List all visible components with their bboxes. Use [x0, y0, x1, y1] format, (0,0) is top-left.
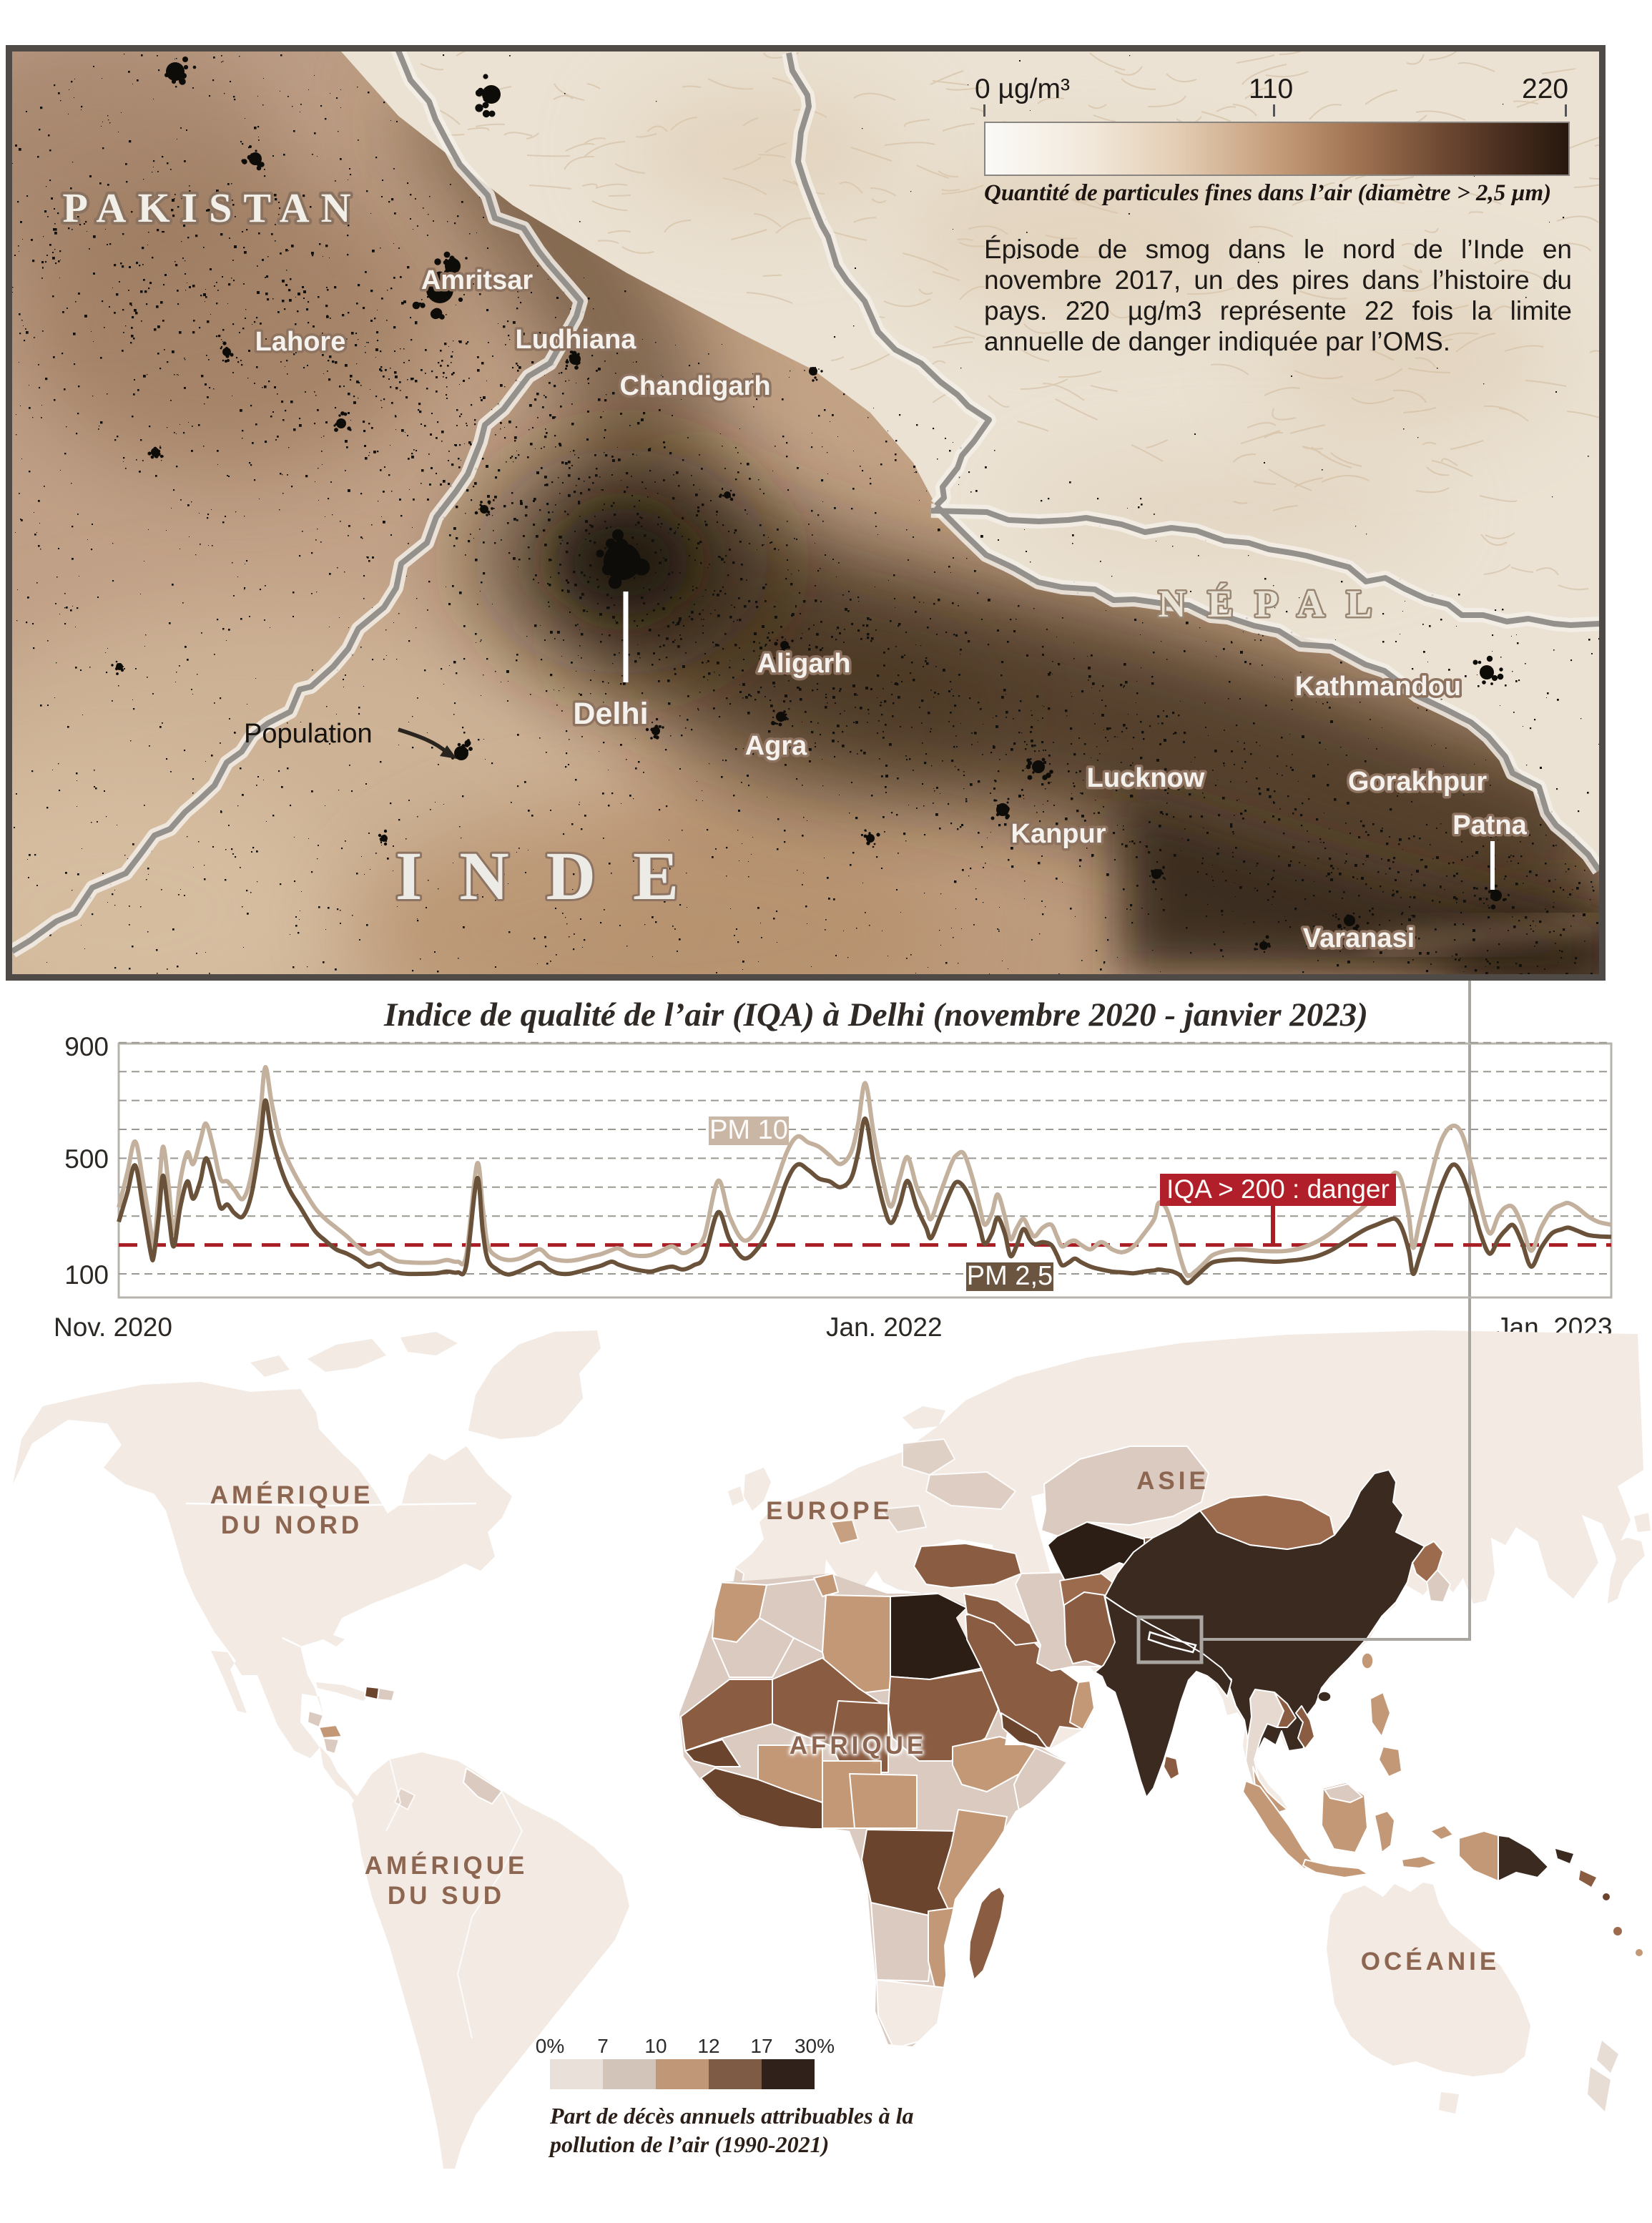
svg-text:Chandigarh: Chandigarh [619, 371, 770, 401]
svg-text:Delhi: Delhi [573, 697, 648, 731]
svg-text:IQA > 200 : danger: IQA > 200 : danger [1166, 1174, 1390, 1204]
svg-text:Kanpur: Kanpur [1011, 819, 1106, 849]
svg-text:Varanasi: Varanasi [1303, 923, 1415, 953]
svg-text:Amritsar: Amritsar [421, 265, 533, 295]
svg-text:NÉPAL: NÉPAL [1158, 582, 1393, 625]
svg-text:Ludhiana: Ludhiana [516, 325, 637, 355]
svg-text:Gorakhpur: Gorakhpur [1348, 767, 1487, 797]
svg-text:PM 2,5: PM 2,5 [967, 1261, 1053, 1291]
svg-text:INDE: INDE [395, 838, 716, 914]
svg-text:Lahore: Lahore [255, 327, 346, 357]
svg-text:Population: Population [244, 719, 373, 749]
svg-text:PM 10: PM 10 [709, 1115, 788, 1145]
svg-text:Agra: Agra [745, 731, 807, 761]
svg-text:Lucknow: Lucknow [1087, 763, 1205, 793]
svg-text:Kathmandou: Kathmandou [1295, 672, 1461, 702]
svg-text:Aligarh: Aligarh [757, 649, 851, 679]
svg-text:PAKISTAN: PAKISTAN [62, 185, 362, 231]
svg-text:Patna: Patna [1452, 810, 1527, 840]
